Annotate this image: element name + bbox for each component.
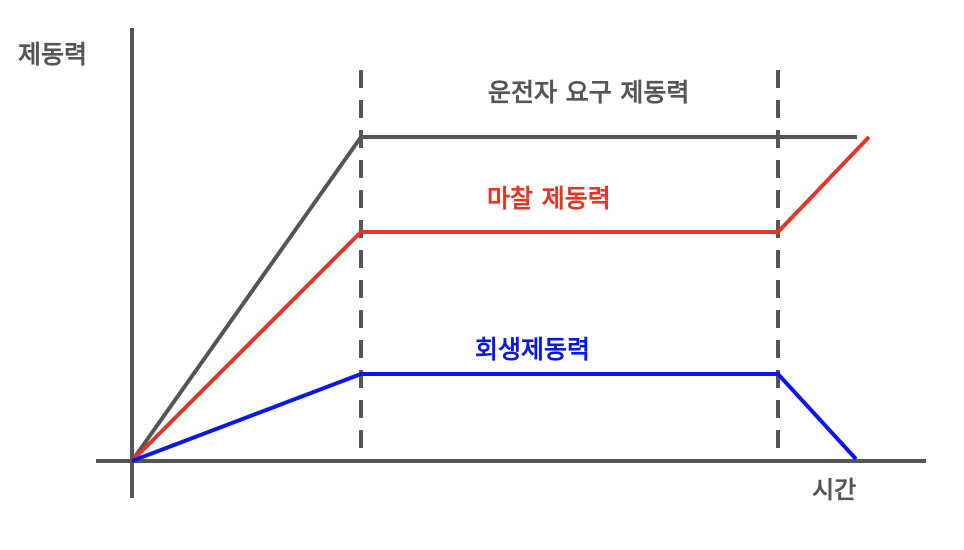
friction-braking-label: 마찰 제동력 xyxy=(487,184,611,213)
driver-demand-line xyxy=(130,135,857,463)
regen-braking-line xyxy=(131,372,858,463)
y-axis-label: 제동력 xyxy=(18,40,88,69)
friction-braking-line xyxy=(130,135,871,463)
x-axis-label: 시간 xyxy=(812,476,857,504)
driver-demand-label: 운전자 요구 제동력 xyxy=(488,78,690,107)
regen-braking-label: 회생제동력 xyxy=(475,335,591,364)
